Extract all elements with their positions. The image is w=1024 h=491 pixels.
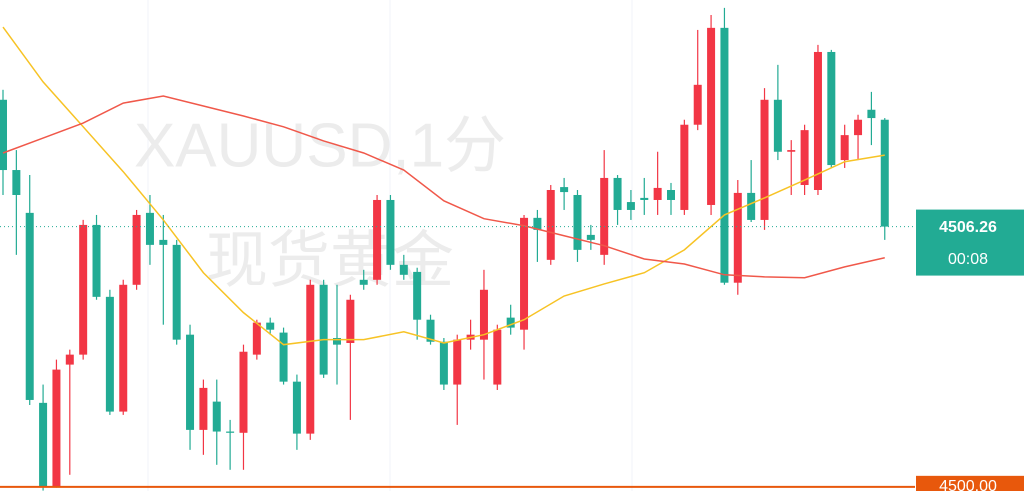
candle-body <box>359 279 368 285</box>
candle-body <box>747 192 756 220</box>
candle-body <box>613 177 622 210</box>
candle-body <box>493 329 502 385</box>
last-price-label: 4506.26 <box>939 219 997 236</box>
candle-body <box>867 109 876 119</box>
candle-body <box>827 51 836 166</box>
candle-body <box>333 338 341 345</box>
candle-body <box>145 212 154 245</box>
candle-body <box>586 234 595 240</box>
candle-body <box>854 119 863 136</box>
candle-body <box>373 199 382 280</box>
watermark: XAUUSD,1分 <box>134 111 506 180</box>
candle-body <box>92 224 101 297</box>
candle-body <box>239 351 248 433</box>
moving-average <box>2 26 885 346</box>
candle-body <box>159 239 168 245</box>
candle-body <box>0 99 7 171</box>
candle-body <box>600 177 609 255</box>
candle-body <box>773 99 782 152</box>
candle-body <box>319 284 328 375</box>
candle-body <box>573 194 582 250</box>
candle-body <box>279 332 288 382</box>
candle-body <box>707 27 716 205</box>
candle-body <box>533 217 542 230</box>
candle-body <box>506 317 515 328</box>
candle-body <box>426 319 435 342</box>
candle-body <box>186 334 195 430</box>
countdown: 00:08 <box>948 251 988 268</box>
alert-label: 4500.00 <box>939 478 997 491</box>
candle-body <box>787 150 796 152</box>
candle-body <box>172 244 181 340</box>
candle-body <box>479 289 488 340</box>
candle-body <box>52 369 61 487</box>
candle-body <box>212 401 221 432</box>
candle-body <box>520 217 529 330</box>
candle-body <box>813 51 822 190</box>
candle-body <box>199 387 208 430</box>
candle-body <box>560 187 569 193</box>
candle-body <box>760 99 769 220</box>
candle-body <box>800 130 809 186</box>
candle-body <box>12 170 21 195</box>
candle-body <box>399 264 408 275</box>
candle-body <box>840 135 849 161</box>
candle-body <box>306 284 315 434</box>
candle-body <box>667 189 675 200</box>
candle-body <box>79 224 88 355</box>
candle-body <box>720 27 729 283</box>
candle-body <box>413 271 422 320</box>
candle-body <box>25 212 34 400</box>
candle-body <box>39 402 48 487</box>
candle-body <box>65 354 74 365</box>
candle-body <box>653 187 662 200</box>
candle-body <box>439 341 448 385</box>
candle-body <box>880 119 889 227</box>
candle-body <box>105 296 114 412</box>
candle-body <box>132 214 141 285</box>
moving-average <box>2 95 885 279</box>
candle-body <box>453 339 462 385</box>
alert-box <box>916 475 1024 491</box>
candle-body <box>680 124 689 210</box>
candle-body <box>626 202 635 210</box>
candle-body <box>640 197 649 200</box>
candle-body <box>266 322 275 330</box>
candle-body <box>733 192 742 283</box>
watermark: 现货黄金 <box>206 226 454 295</box>
candle-body <box>386 199 395 265</box>
candle-body <box>546 189 555 260</box>
candle-body <box>292 381 301 434</box>
candle-body <box>119 284 128 412</box>
candle-body <box>226 431 235 433</box>
candle-body <box>252 322 261 355</box>
candle-body <box>346 299 355 343</box>
candle-body <box>693 84 702 125</box>
last-price-box <box>916 209 1024 276</box>
